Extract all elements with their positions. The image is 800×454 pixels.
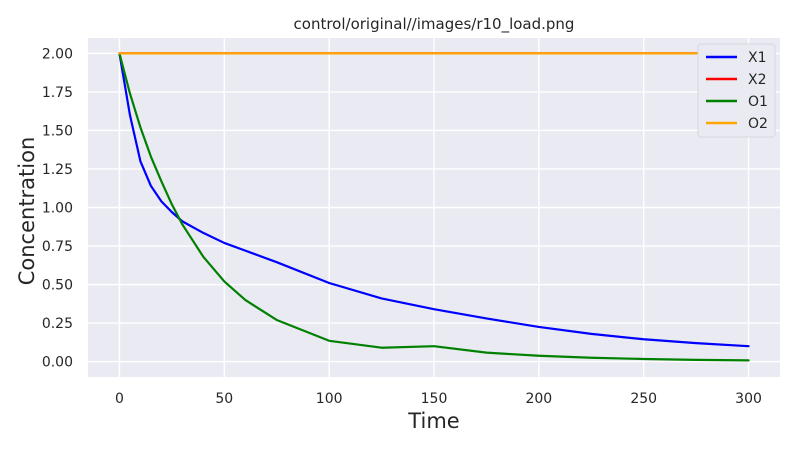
y-tick-label: 0.50 — [42, 278, 73, 294]
x-tick-label: 150 — [421, 391, 448, 407]
y-tick-label: 1.75 — [42, 85, 73, 101]
series-line-o1 — [118, 52, 750, 362]
x-tick-label: 200 — [525, 391, 552, 407]
y-tick-label: 0.75 — [42, 239, 73, 255]
y-tick-label: 1.50 — [42, 123, 73, 139]
legend-box — [697, 43, 776, 138]
x-tick-label: 0 — [115, 391, 124, 407]
legend-label-o1: O1 — [748, 94, 768, 110]
y-tick-label: 1.25 — [42, 162, 73, 178]
y-tick-label: 1.00 — [42, 201, 73, 217]
series-line-x1 — [118, 52, 750, 348]
x-tick-label: 250 — [630, 391, 657, 407]
x-axis-label: Time — [407, 409, 459, 433]
y-tick-label: 0.25 — [42, 316, 73, 332]
y-tick-label: 2.00 — [42, 46, 73, 62]
x-tick-label: 50 — [215, 391, 233, 407]
legend-label-o2: O2 — [748, 116, 768, 132]
legend-label-x1: X1 — [748, 50, 767, 66]
chart-title: control/original//images/r10_load.png — [294, 15, 575, 34]
legend-label-x2: X2 — [748, 72, 767, 88]
y-tick-label: 0.00 — [42, 355, 73, 371]
x-tick-label: 300 — [735, 391, 762, 407]
x-tick-label: 100 — [316, 391, 343, 407]
y-axis-label: Concentration — [15, 137, 39, 286]
